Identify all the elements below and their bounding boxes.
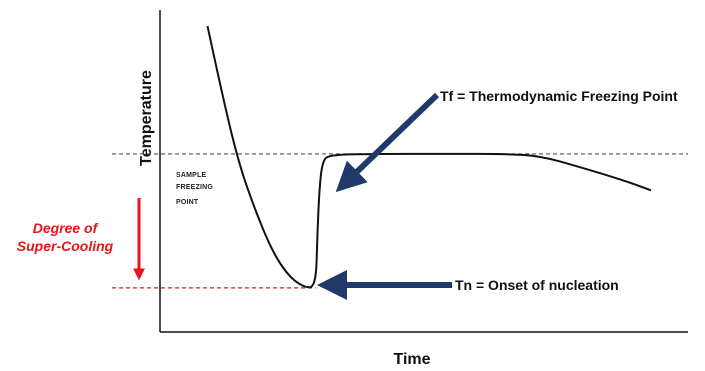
degree-label-line2: Super-Cooling <box>17 238 114 254</box>
y-axis-title: Temperature <box>138 70 155 166</box>
tf-arrow <box>335 92 440 193</box>
tn-label: Tn = Onset of nucleation <box>455 277 619 293</box>
sample-label-line2: FREEZING <box>176 184 213 191</box>
x-axis-title: Time <box>393 351 430 368</box>
cooling-curve <box>206 25 652 289</box>
sample-label-line1: SAMPLE <box>176 172 206 179</box>
sample-label-line3: POINT <box>176 199 199 206</box>
tf-label: Tf = Thermodynamic Freezing Point <box>440 88 678 104</box>
degree-label-line1: Degree of <box>33 220 99 236</box>
